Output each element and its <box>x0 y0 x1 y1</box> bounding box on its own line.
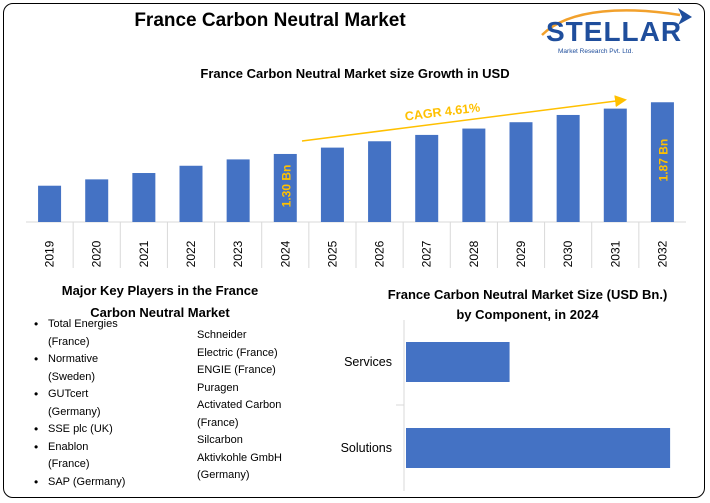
bar-2019 <box>38 185 62 222</box>
list-item: (Germany) <box>197 469 250 481</box>
key-players-title-line2: Carbon Neutral Market <box>90 305 230 320</box>
x-tick-label: 2025 <box>325 240 339 267</box>
bar-services <box>406 342 510 382</box>
x-tick-label: 2026 <box>373 240 387 267</box>
logo-wordmark: STELLAR <box>546 16 682 47</box>
bar-2032 <box>650 102 674 222</box>
growth-chart-title: France Carbon Neutral Market size Growth… <box>200 66 510 81</box>
list-item: Aktivkohle GmbH <box>197 451 282 464</box>
list-item: ENGIE (France) <box>197 364 276 376</box>
bar-2029 <box>509 122 533 222</box>
growth-bars <box>26 102 686 223</box>
list-item: Activated Carbon <box>197 399 282 411</box>
list-item: Silcarbon <box>197 434 243 446</box>
stellar-logo: STELLAR Market Research Pvt. Ltd. <box>541 8 692 55</box>
list-item: Schneider <box>197 329 247 341</box>
key-players-title-line1: Major Key Players in the France <box>61 283 259 298</box>
bullet-icon <box>34 474 38 493</box>
list-item: SSE plc (UK) <box>34 421 184 439</box>
x-tick-label: 2022 <box>184 240 198 267</box>
bar-solutions <box>406 428 671 468</box>
data-label: 1.30 Bn <box>279 165 293 208</box>
bar-2027 <box>415 134 439 222</box>
x-tick-label: 2030 <box>561 240 575 267</box>
component-bars <box>406 342 671 468</box>
bar-2024 <box>273 153 297 222</box>
list-item: Electric (France) <box>197 346 278 359</box>
bar-2021 <box>132 173 156 222</box>
logo-tagline: Market Research Pvt. Ltd. <box>558 48 633 55</box>
growth-bar-chart: 2019 2020 2021 2022 2023 2024 2025 2026 2027 2028… <box>26 95 686 268</box>
key-players-title: Major Key Players in the France Carbon N… <box>30 280 290 324</box>
cagr-arrow-icon <box>301 95 627 142</box>
x-tick-label: 2024 <box>278 240 292 267</box>
list-item: Enablon(France) <box>34 439 184 474</box>
bar-2022 <box>179 165 203 222</box>
bar-2026 <box>368 141 392 222</box>
x-tick-label: 2027 <box>420 240 434 267</box>
list-item: (France) <box>197 416 239 429</box>
bar-2031 <box>603 108 627 222</box>
key-players-list-left: Total Energies(France) Normative(Sweden)… <box>34 316 184 491</box>
x-tick-label: 2023 <box>231 240 245 267</box>
key-players-list-right: Schneider Electric (France) ENGIE (Franc… <box>197 327 347 485</box>
x-tick-label: 2031 <box>608 240 622 267</box>
category-label: Solutions <box>341 441 392 455</box>
bullet-icon <box>34 351 38 370</box>
x-tick-label: 2021 <box>137 240 151 267</box>
bar-2023 <box>226 159 250 222</box>
component-chart-title: France Carbon Neutral Market Size (USD B… <box>355 285 700 325</box>
component-bar-chart: Services Solutions <box>341 320 671 491</box>
x-tick-label: 2029 <box>514 240 528 267</box>
list-item: Puragen <box>197 381 239 394</box>
page-title: France Carbon Neutral Market <box>134 10 406 31</box>
bar-2020 <box>85 179 109 222</box>
list-item: GUTcert(Germany) <box>34 386 184 421</box>
data-label: 1.87 Bn <box>656 139 670 182</box>
bullet-icon <box>34 386 38 405</box>
x-tick-label: 2028 <box>467 240 481 267</box>
x-tick-label: 2020 <box>90 240 104 267</box>
component-chart-title-line1: France Carbon Neutral Market Size (USD B… <box>387 287 668 302</box>
bullet-icon <box>34 316 38 335</box>
list-item: Normative(Sweden) <box>34 351 184 386</box>
list-item: SAP (Germany) <box>34 474 184 492</box>
growth-x-labels: 2019 2020 2021 2022 2023 2024 2025 2026 2027 2028… <box>43 222 669 268</box>
list-item: Total Energies(France) <box>34 316 184 351</box>
category-label: Services <box>344 355 392 369</box>
bar-2028 <box>462 128 486 222</box>
x-tick-label: 2032 <box>655 240 669 267</box>
component-chart-title-line2: by Component, in 2024 <box>456 307 599 322</box>
bullet-icon <box>34 439 38 458</box>
bullet-icon <box>34 421 38 440</box>
growth-data-labels: 1.30 Bn 1.87 Bn <box>279 139 670 208</box>
component-category-labels: Services Solutions <box>341 355 404 455</box>
bar-2025 <box>320 147 344 222</box>
logo-swoosh <box>541 9 681 36</box>
logo-arrow-icon <box>678 8 692 25</box>
bar-2030 <box>556 114 580 222</box>
x-tick-label: 2019 <box>43 240 57 267</box>
